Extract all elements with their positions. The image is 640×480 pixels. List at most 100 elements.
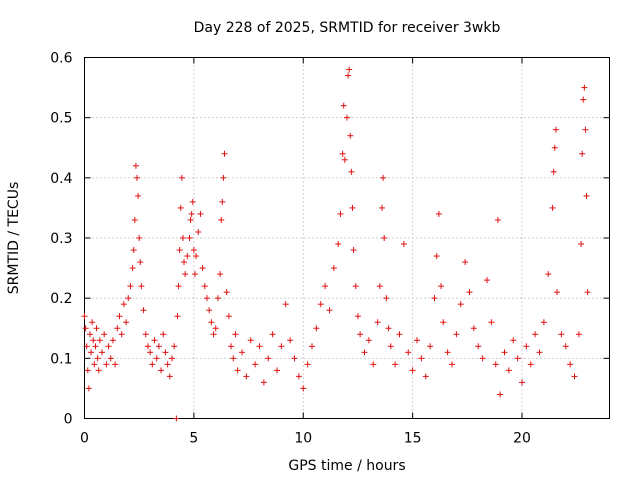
data-point (171, 343, 178, 350)
data-point (497, 391, 504, 398)
data-point (396, 331, 403, 338)
data-point (134, 174, 140, 181)
y-axis-title: SRMTID / TECUs (6, 182, 22, 295)
data-point (335, 241, 342, 248)
data-point (155, 343, 162, 350)
data-point (582, 126, 589, 133)
data-point (462, 259, 469, 266)
data-point (118, 331, 125, 338)
data-point (225, 313, 232, 320)
data-point (173, 415, 180, 422)
data-point (583, 192, 590, 199)
data-point (326, 307, 333, 314)
data-point (105, 343, 112, 350)
data-point (95, 367, 102, 374)
data-point (470, 325, 477, 332)
data-point (135, 192, 142, 199)
data-point (234, 367, 241, 374)
grid (84, 57, 610, 419)
data-point (221, 150, 228, 157)
data-point (558, 331, 565, 338)
data-point (466, 289, 473, 296)
data-point (427, 343, 434, 350)
data-point (514, 355, 521, 362)
data-point (187, 216, 194, 223)
data-point (444, 349, 451, 356)
data-point (85, 385, 92, 392)
x-tick-label: 10 (294, 431, 312, 447)
data-point (519, 379, 525, 386)
data-point (567, 361, 574, 368)
data-point (181, 259, 188, 266)
data-point (357, 331, 364, 338)
data-point (295, 373, 302, 380)
data-point (169, 355, 175, 362)
data-point (99, 349, 105, 356)
chart-title: Day 228 of 2025, SRMTID for receiver 3wk… (194, 20, 501, 36)
x-tick-label: 15 (404, 431, 422, 447)
data-point (96, 337, 103, 344)
data-point (260, 379, 267, 386)
data-point (361, 349, 368, 356)
data-point (125, 295, 132, 302)
data-point (304, 361, 311, 368)
data-point (449, 361, 455, 368)
data-point (339, 150, 346, 157)
data-point (494, 216, 501, 223)
axis-ticks: 0 0.1 0.2 0.3 0.4 0.5 0.6 0 5 10 15 20 (50, 51, 610, 447)
data-point (579, 150, 586, 157)
data-point (247, 337, 254, 344)
data-point (269, 331, 276, 338)
data-point (132, 162, 139, 169)
data-point (191, 271, 198, 278)
x-tick-label: 0 (80, 431, 89, 447)
data-point (370, 361, 377, 368)
data-point (405, 349, 412, 356)
data-point (218, 216, 225, 223)
data-point (431, 295, 438, 302)
data-point (83, 343, 90, 350)
data-point (350, 247, 357, 254)
data-point (210, 331, 217, 338)
data-point (400, 241, 407, 248)
data-point (151, 337, 158, 344)
data-point (414, 337, 420, 344)
data-point (89, 319, 96, 326)
data-point (81, 313, 88, 320)
data-point (219, 198, 226, 205)
data-point (120, 301, 127, 308)
data-point (354, 313, 361, 320)
data-point (256, 343, 263, 350)
data-point (162, 349, 169, 356)
data-point (376, 283, 383, 290)
y-tick-label: 0.1 (50, 351, 72, 367)
data-point (385, 325, 392, 332)
data-points (81, 66, 591, 422)
data-point (166, 373, 173, 380)
data-point (82, 325, 89, 332)
data-point (147, 349, 154, 356)
data-point (523, 343, 530, 350)
data-point (186, 235, 193, 241)
data-point (578, 241, 585, 248)
data-point (575, 331, 582, 338)
data-point (433, 253, 440, 260)
data-point (527, 361, 534, 368)
data-point (114, 325, 121, 332)
data-point (142, 331, 149, 338)
data-point (348, 168, 355, 175)
data-point (197, 210, 204, 217)
data-point (282, 301, 289, 308)
data-point (581, 84, 588, 91)
data-point (84, 367, 91, 374)
data-point (484, 277, 490, 284)
data-point (549, 204, 556, 211)
x-tick-label: 5 (189, 431, 198, 447)
data-point (488, 319, 495, 326)
data-point (479, 355, 486, 362)
y-tick-label: 0.5 (50, 111, 72, 127)
data-point (92, 343, 99, 350)
data-point (232, 331, 239, 338)
data-point (214, 295, 221, 302)
data-point (418, 355, 425, 362)
